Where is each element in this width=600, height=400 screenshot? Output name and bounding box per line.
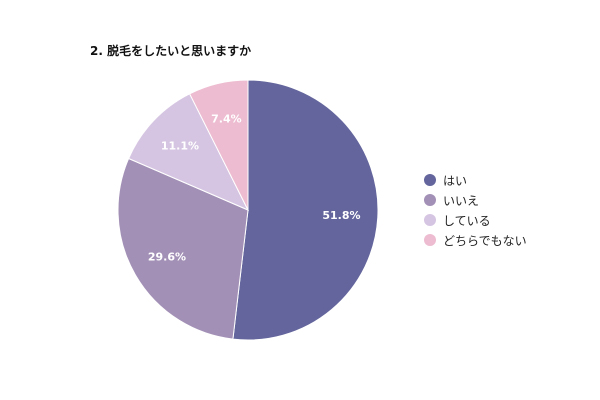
pie-slices [117, 79, 379, 341]
legend-swatch-shiteiru [424, 214, 436, 226]
legend: はいいいえしているどちらでもない [424, 170, 527, 250]
slice-label-shiteiru: 11.1% [161, 139, 199, 152]
legend-item-shiteiru: している [424, 210, 527, 230]
legend-swatch-iie [424, 194, 436, 206]
slice-label-hai: 51.8% [322, 209, 360, 222]
legend-item-dochirademonai: どちらでもない [424, 230, 527, 250]
legend-item-iie: いいえ [424, 190, 527, 210]
legend-label-shiteiru: している [443, 213, 491, 228]
slice-label-dochirademonai: 7.4% [211, 112, 242, 125]
legend-label-dochirademonai: どちらでもない [443, 233, 527, 248]
legend-swatch-dochirademonai [424, 234, 436, 246]
slice-label-iie: 29.6% [148, 250, 186, 263]
pie-slice-dochirademonai [188, 79, 249, 211]
pie-slice-shiteiru [127, 93, 250, 212]
legend-swatch-hai [424, 174, 436, 186]
chart-title: 2. 脱毛をしたいと思いますか [90, 44, 252, 58]
pie-slice-hai [232, 79, 379, 341]
legend-item-hai: はい [424, 170, 527, 190]
legend-label-iie: いいえ [443, 193, 480, 208]
pie-slice-labels: 51.8% 29.6% 11.1% 7.4% [148, 112, 361, 263]
pie-slice-iie [117, 157, 249, 340]
legend-label-hai: はい [443, 173, 468, 188]
